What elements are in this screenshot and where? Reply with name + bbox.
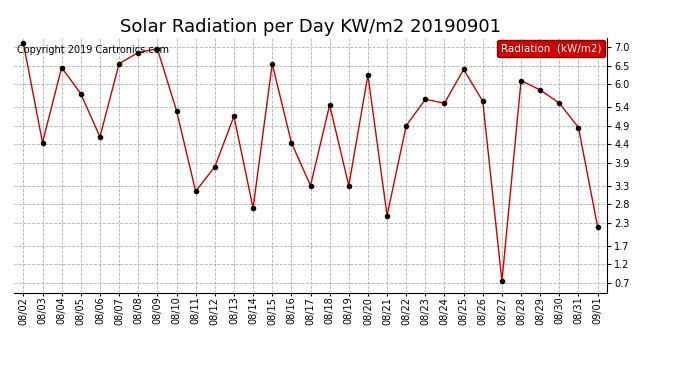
Title: Solar Radiation per Day KW/m2 20190901: Solar Radiation per Day KW/m2 20190901 bbox=[120, 18, 501, 36]
Legend: Radiation  (kW/m2): Radiation (kW/m2) bbox=[497, 40, 605, 57]
Text: Copyright 2019 Cartronics.com: Copyright 2019 Cartronics.com bbox=[17, 45, 169, 55]
